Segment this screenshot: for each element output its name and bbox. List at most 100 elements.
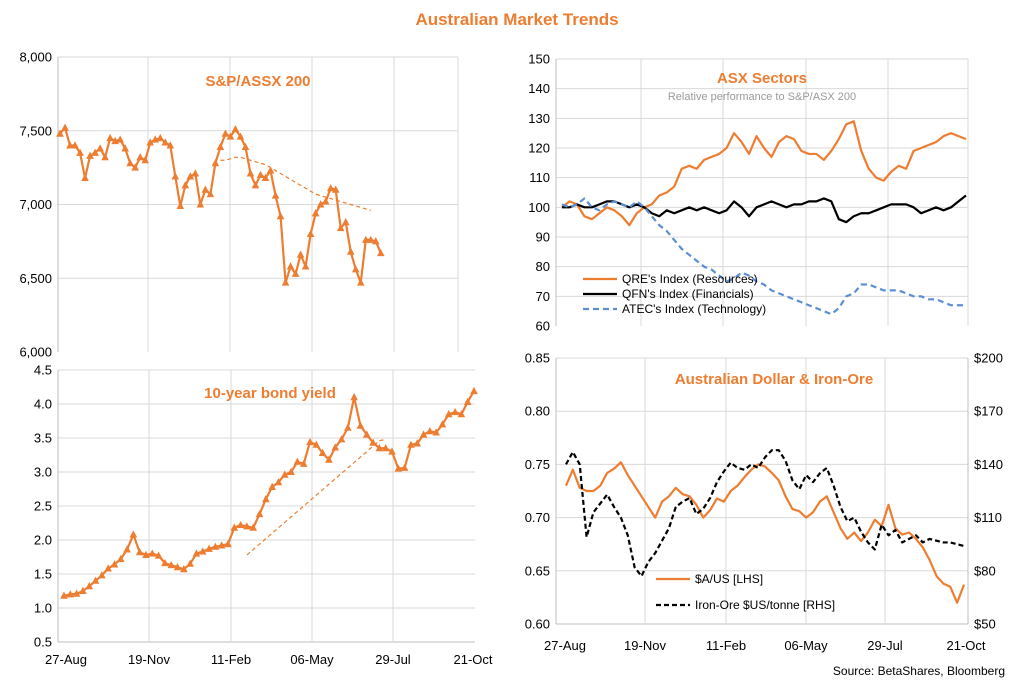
asx200-series-point: [261, 173, 270, 181]
bond-trend-line: [246, 438, 386, 556]
bond-series-point: [407, 440, 415, 448]
asx200-series-point: [176, 201, 185, 209]
bond-xtick: 06-May: [290, 652, 334, 667]
asx200-series-point: [141, 156, 150, 164]
asx200-series-point: [356, 278, 365, 286]
bond-series-point: [280, 470, 289, 478]
asx200-series-point: [156, 133, 165, 142]
bond-series-point: [224, 539, 232, 548]
bond-series-point: [419, 430, 428, 438]
aud-ytick: 0.85: [525, 351, 550, 366]
bond-series-point: [236, 520, 245, 529]
asx200-series-point: [286, 262, 295, 270]
bond-series-point: [375, 444, 384, 452]
sectors-title: ASX Sectors: [717, 70, 807, 87]
bond-series-point: [123, 545, 131, 553]
asx200-series-point: [271, 191, 280, 199]
bond-series-point: [394, 464, 403, 472]
sectors-legend-label: ATEC's Index (Technology): [622, 302, 766, 316]
sectors-series-2-line: [561, 197, 966, 316]
asx200-series-point: [296, 250, 305, 258]
bond-series-point: [173, 563, 182, 571]
bond-series-point: [129, 530, 138, 538]
asx200-series-point: [236, 132, 245, 140]
bond-series-point: [299, 459, 308, 467]
bond-series-point: [268, 482, 276, 490]
chart-asx-sectors: 150 140 130 120 110 100 90 80 70 60 ASX Sectors Rel…: [528, 52, 969, 334]
bond-xtick: 29-Jul: [375, 652, 411, 667]
bond-series-point: [230, 523, 239, 531]
bond-ytick: 2.0: [34, 533, 52, 548]
bond-series-point: [142, 550, 150, 558]
asx200-ytick: 8,000: [19, 50, 52, 65]
asx200-ytick: 6,500: [19, 271, 52, 286]
asx200-series-point: [246, 169, 255, 177]
bond-series-point: [463, 397, 472, 405]
asx200-series-point: [377, 248, 385, 257]
sectors-series-1-line: [562, 194, 967, 224]
asx200-series-point: [331, 185, 340, 193]
sectors-subtitle: Relative performance to S&P/ASX 200: [668, 91, 856, 103]
bond-series-point: [451, 407, 459, 416]
asx200-series-point: [361, 235, 370, 243]
asx200-series-point: [276, 212, 285, 220]
asx200-series-point: [266, 166, 275, 174]
asx200-series-point: [211, 159, 220, 167]
bond-series-point: [438, 420, 447, 428]
sectors-legend-label: QRE's Index (Resources): [622, 272, 758, 286]
bond-series-point: [312, 440, 321, 448]
bond-series-point: [457, 410, 466, 418]
asx200-series-point: [371, 237, 380, 245]
asx200-series-point: [301, 262, 310, 270]
bond-series-point: [148, 549, 157, 557]
bond-series-point: [337, 435, 346, 443]
bond-series-point: [413, 439, 422, 447]
aud-y2tick: $200: [974, 351, 1003, 366]
sectors-series-0-line: [561, 120, 967, 227]
asx200-series-point: [71, 141, 79, 149]
bond-ytick: 1.0: [34, 601, 52, 616]
bond-series-point: [60, 591, 68, 599]
bond-series-point: [167, 560, 176, 569]
bond-series-point: [362, 430, 371, 438]
bond-series-point: [274, 478, 283, 486]
bond-series-point: [243, 522, 251, 530]
bond-series-point: [116, 554, 125, 563]
sectors-ytick: 110: [529, 170, 550, 185]
asx200-series-point: [291, 269, 300, 277]
asx200-series-point: [231, 125, 240, 133]
bond-series-point: [344, 423, 352, 431]
asx200-series-point: [201, 185, 210, 193]
bond-ytick: 0.5: [34, 635, 52, 650]
bond-series-point: [318, 448, 327, 456]
bond-series-point: [350, 393, 358, 401]
bond-title: 10-year bond yield: [204, 385, 336, 402]
aud-y2tick: $110: [974, 510, 1002, 525]
asx200-series-point: [91, 148, 99, 156]
sectors-ytick: 130: [528, 111, 550, 126]
bond-series-point: [444, 410, 453, 418]
asx200-trend-line: [220, 156, 371, 211]
asx200-series-point: [81, 173, 89, 181]
asx200-series-point: [61, 123, 69, 131]
aud-ytick: 0.80: [525, 404, 550, 419]
asx200-series-point: [166, 141, 175, 149]
asx200-series-point: [226, 132, 235, 140]
asx200-series-point: [316, 200, 325, 208]
asx200-series-point: [351, 265, 360, 273]
bond-ytick: 2.5: [34, 499, 52, 514]
aud-xtick: 11-Feb: [706, 638, 746, 653]
bond-series-point: [262, 495, 270, 503]
sectors-ytick: 90: [536, 230, 550, 245]
bond-series-point: [470, 386, 478, 395]
asx200-series-point: [196, 200, 205, 208]
aud-y2tick: $140: [974, 457, 1003, 472]
bond-series-point: [180, 565, 188, 573]
bond-series-point: [192, 549, 201, 557]
sectors-ytick: 70: [536, 289, 550, 304]
asx200-ytick: 7,500: [19, 123, 52, 138]
bond-series-point: [381, 444, 390, 452]
bond-series-point: [293, 457, 302, 465]
aud-series-0-line: [564, 461, 966, 604]
